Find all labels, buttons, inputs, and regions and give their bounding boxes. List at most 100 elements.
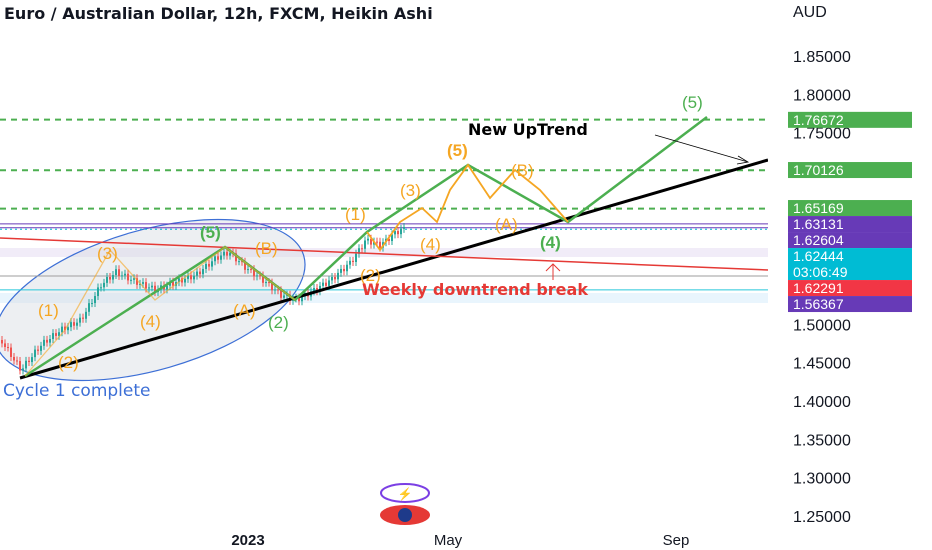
- price-tick: 1.35000: [793, 432, 851, 449]
- candle-body: [151, 285, 153, 288]
- candle-body: [349, 260, 351, 265]
- candle-body: [76, 322, 78, 326]
- candle-body: [106, 277, 108, 283]
- price-label-box: [788, 111, 912, 128]
- price-tick: 1.25000: [793, 509, 851, 526]
- price-tick: 1.85000: [793, 49, 851, 66]
- candle-body: [52, 333, 54, 340]
- time-tick: Sep: [663, 532, 690, 549]
- break-arrow-head-icon: [545, 263, 561, 272]
- candle-body: [226, 251, 228, 256]
- candle-body: [166, 285, 168, 290]
- candle-body: [184, 278, 186, 283]
- candle-body: [280, 290, 282, 298]
- candle-body: [154, 285, 156, 293]
- candle-body: [148, 287, 150, 289]
- candle-body: [85, 311, 87, 319]
- candle-body: [268, 282, 270, 284]
- price-label: 1.62604: [793, 232, 844, 248]
- candle-body: [358, 248, 360, 254]
- price-tick: 1.75000: [793, 126, 851, 143]
- candle-body: [361, 248, 363, 250]
- candle-body: [40, 345, 42, 351]
- candle-body: [70, 322, 72, 328]
- support-zone: [0, 293, 768, 303]
- wave-label: (3): [400, 181, 421, 200]
- svg-text:⚡: ⚡: [398, 487, 413, 501]
- wave-label: (3): [97, 244, 118, 263]
- candle-body: [43, 339, 45, 346]
- price-label-box: [788, 232, 912, 249]
- price-label-box: [788, 280, 912, 297]
- candle-body: [61, 326, 63, 333]
- candle-body: [394, 231, 396, 235]
- candle-body: [31, 357, 33, 363]
- candle-body: [265, 282, 267, 284]
- candle-body: [388, 238, 390, 242]
- candle-body: [298, 297, 300, 302]
- candle-body: [97, 287, 99, 297]
- candle-body: [19, 361, 21, 371]
- candle-body: [241, 261, 243, 263]
- candle-body: [112, 275, 114, 280]
- candle-body: [124, 273, 126, 276]
- price-label-box: [788, 248, 912, 281]
- price-label-box: [788, 296, 912, 313]
- candle-body: [250, 269, 252, 271]
- wave-label: (4): [420, 235, 441, 254]
- wave-label: (5): [447, 141, 468, 160]
- candle-body: [274, 289, 276, 291]
- candle-body: [136, 278, 138, 285]
- candle-body: [100, 287, 102, 289]
- candle-body: [10, 347, 12, 357]
- candle-body: [115, 269, 117, 276]
- candle-body: [67, 327, 69, 331]
- candle-body: [37, 349, 39, 351]
- candle-body: [142, 282, 144, 284]
- candle-body: [199, 271, 201, 275]
- candle-body: [256, 275, 258, 277]
- candle-body: [259, 275, 261, 277]
- candle-body: [337, 272, 339, 280]
- candle-body: [178, 278, 180, 283]
- candle-body: [301, 296, 303, 302]
- arrow-head-icon: [736, 155, 750, 165]
- price-tick: 1.40000: [793, 394, 851, 411]
- time-tick: 2023: [231, 532, 264, 549]
- candle-body: [145, 282, 147, 289]
- wave-label: (A): [495, 215, 518, 234]
- price-label: 1.63131: [793, 216, 844, 232]
- candle-body: [187, 275, 189, 279]
- candle-body: [214, 256, 216, 262]
- resistance-zone: [0, 248, 768, 257]
- candle-body: [1, 340, 3, 344]
- wave-label: (B): [255, 239, 278, 258]
- candle-body: [271, 282, 273, 291]
- candle-body: [91, 303, 93, 305]
- candle-body: [4, 343, 6, 348]
- annotation-arrow: [654, 134, 749, 163]
- candle-body: [244, 261, 246, 270]
- minor-wave-path: [366, 163, 569, 252]
- wave-label: (5): [200, 223, 221, 242]
- candle-body: [205, 263, 207, 269]
- cycle-ellipse: [0, 218, 306, 382]
- candle-body: [364, 240, 366, 249]
- candle-body: [22, 368, 24, 371]
- candle-body: [196, 271, 198, 276]
- wave-label: (4): [140, 312, 161, 331]
- price-label-box: [788, 200, 912, 217]
- price-tick: 1.30000: [793, 471, 851, 488]
- downtrend-line: [0, 237, 769, 271]
- weekly-break-label: Weekly downtrend break: [362, 280, 588, 299]
- badge-icon: [380, 505, 430, 525]
- logo-icon: ⚡: [380, 483, 430, 503]
- candle-body: [16, 360, 18, 362]
- candle-body: [223, 251, 225, 256]
- wave-label: (2): [268, 313, 289, 332]
- candle-body: [319, 285, 321, 292]
- candle-body: [217, 256, 219, 260]
- candle-body: [355, 253, 357, 262]
- candle-body: [82, 317, 84, 319]
